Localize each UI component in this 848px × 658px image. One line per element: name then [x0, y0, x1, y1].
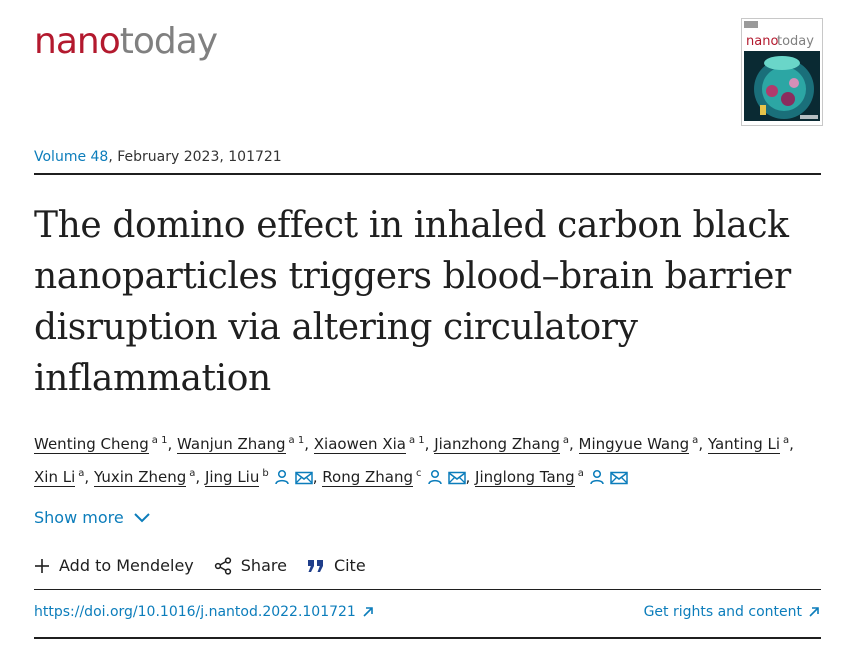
author-name[interactable]: Xin Li	[34, 468, 76, 487]
volume-link[interactable]: Volume 48	[34, 149, 109, 165]
author-affiliation: c	[416, 468, 422, 479]
issue-info: Volume 48, February 2023, 101721	[34, 149, 282, 165]
author-name[interactable]: Mingyue Wang	[578, 435, 690, 454]
get-rights-label: Get rights and content	[643, 604, 802, 620]
doi-link[interactable]: https://doi.org/10.1016/j.nantod.2022.10…	[34, 604, 374, 620]
share-label: Share	[240, 556, 287, 575]
article-actions: Add to Mendeley Share Cite	[34, 556, 386, 575]
footer-divider	[34, 637, 821, 639]
journal-logo[interactable]: nanotoday	[34, 21, 218, 62]
cover-title-today: today	[777, 34, 814, 49]
author-item[interactable]: Jinglong Tang a	[475, 468, 628, 487]
author-name[interactable]: Xiaowen Xia	[313, 435, 406, 454]
person-icon[interactable]	[274, 469, 290, 485]
show-more-button[interactable]: Show more	[34, 508, 150, 527]
add-to-mendeley-button[interactable]: Add to Mendeley	[34, 556, 194, 575]
quote-icon	[307, 559, 323, 572]
author-separator: ,	[789, 435, 794, 453]
header-divider	[34, 173, 821, 175]
author-affiliation: a	[78, 468, 85, 479]
logo-nano: nano	[34, 21, 121, 62]
author-item[interactable]: Mingyue Wang a	[578, 435, 699, 454]
cite-label: Cite	[333, 556, 366, 575]
author-name[interactable]: Wenting Cheng	[34, 435, 149, 454]
author-list: Wenting Cheng a 1, Wanjun Zhang a 1, Xiaow…	[34, 426, 834, 492]
logo-today: today	[119, 21, 218, 62]
share-icon	[214, 556, 231, 575]
author-item[interactable]: Wenting Cheng a 1	[34, 435, 168, 454]
author-separator: ,	[312, 468, 323, 486]
author-separator: ,	[698, 435, 708, 453]
cite-button[interactable]: Cite	[307, 556, 366, 575]
envelope-icon[interactable]	[610, 471, 628, 485]
arrow-up-right-icon	[363, 607, 373, 617]
author-separator: ,	[167, 435, 177, 453]
author-affiliation: a 1	[288, 435, 305, 446]
add-to-mendeley-label: Add to Mendeley	[59, 556, 194, 575]
cover-illustration: nano today	[742, 19, 822, 125]
person-icon[interactable]	[427, 469, 443, 485]
author-separator: ,	[465, 468, 476, 486]
journal-cover-thumbnail[interactable]: nano today	[741, 18, 823, 126]
author-name[interactable]: Jing Liu	[204, 468, 260, 487]
envelope-icon[interactable]	[447, 471, 466, 485]
author-item[interactable]: Yuxin Zheng a	[93, 468, 196, 487]
cover-title-nano: nano	[746, 34, 778, 49]
author-name[interactable]: Jinglong Tang	[475, 468, 575, 487]
actions-divider	[34, 589, 821, 590]
author-separator: ,	[195, 468, 205, 486]
author-name[interactable]: Yanting Li	[707, 435, 781, 454]
author-item[interactable]: Wanjun Zhang a 1	[177, 435, 305, 454]
plus-icon	[35, 558, 49, 573]
person-icon[interactable]	[589, 469, 605, 485]
author-affiliation: a 1	[408, 435, 425, 446]
author-affiliation: a	[783, 435, 790, 446]
arrow-up-right-icon	[809, 607, 819, 617]
author-separator: ,	[84, 468, 94, 486]
author-item[interactable]: Yanting Li a	[707, 435, 790, 454]
author-separator: ,	[424, 435, 435, 453]
doi-label: https://doi.org/10.1016/j.nantod.2022.10…	[34, 604, 356, 620]
article-title: The domino effect in inhaled carbon blac…	[34, 205, 791, 399]
author-item[interactable]: Jing Liu b	[204, 468, 313, 487]
author-item[interactable]: Xin Li a	[34, 468, 85, 487]
get-rights-link[interactable]: Get rights and content	[644, 604, 820, 620]
author-item[interactable]: Jianzhong Zhang a	[434, 435, 569, 454]
author-affiliation: a	[189, 468, 196, 479]
author-affiliation: b	[262, 468, 269, 479]
show-more-label: Show more	[34, 508, 124, 527]
author-name[interactable]: Yuxin Zheng	[93, 468, 187, 487]
author-name[interactable]: Rong Zhang	[322, 468, 413, 487]
chevron-down-icon	[133, 512, 150, 522]
issue-date: , February 2023, 101721	[108, 149, 282, 165]
author-separator: ,	[569, 435, 579, 453]
author-affiliation: a	[692, 435, 699, 446]
author-affiliation: a	[562, 435, 569, 446]
author-item[interactable]: Rong Zhang c	[322, 468, 466, 487]
author-name[interactable]: Jianzhong Zhang	[434, 435, 560, 454]
author-item[interactable]: Xiaowen Xia a 1	[313, 435, 425, 454]
envelope-icon[interactable]	[294, 471, 313, 485]
share-button[interactable]: Share	[214, 556, 287, 575]
author-separator: ,	[304, 435, 314, 453]
author-affiliation: a 1	[151, 435, 168, 446]
author-affiliation: a	[577, 468, 584, 479]
author-name[interactable]: Wanjun Zhang	[177, 435, 286, 454]
